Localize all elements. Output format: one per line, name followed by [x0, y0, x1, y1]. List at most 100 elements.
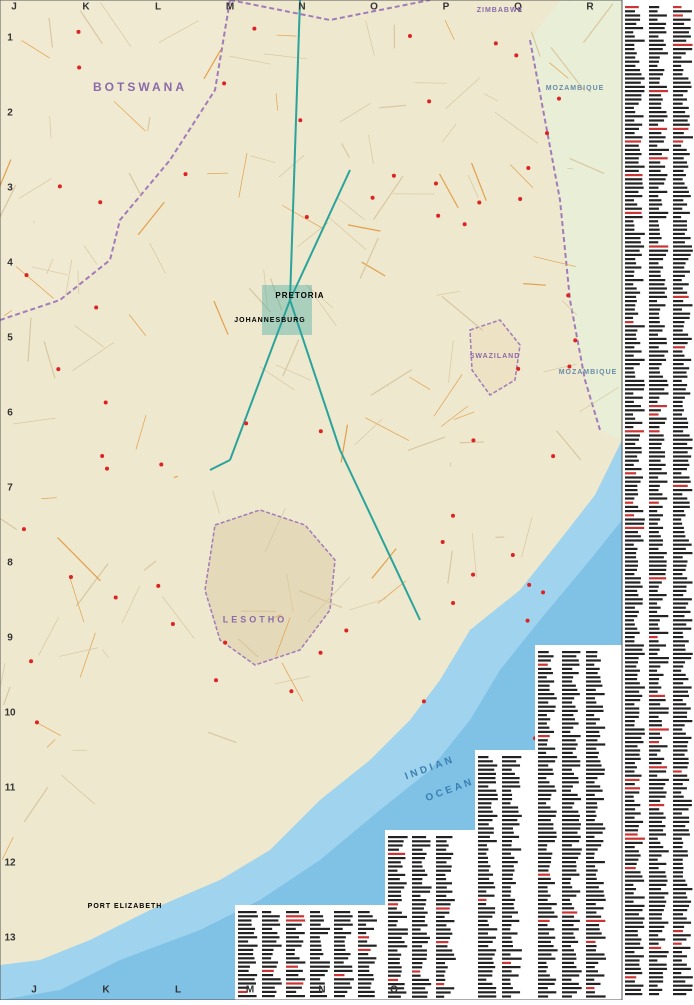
index-entry [625, 770, 634, 772]
index-entry [625, 346, 634, 348]
index-entry [625, 661, 638, 663]
index-entry [625, 455, 637, 457]
index-entry [649, 199, 661, 201]
index-entry [625, 40, 645, 42]
index-entry [388, 928, 408, 930]
index-entry [286, 915, 304, 917]
index-entry [649, 124, 658, 126]
row-label: 1 [7, 33, 13, 44]
index-entry [673, 695, 689, 697]
index-entry [649, 250, 668, 252]
index-entry [538, 697, 557, 699]
index-entry [334, 945, 345, 947]
index-entry [625, 649, 642, 651]
index-entry [625, 229, 634, 231]
index-entry [538, 886, 548, 888]
index-entry [478, 769, 494, 771]
index-entry [262, 932, 277, 934]
index-entry [238, 978, 255, 980]
index-entry [388, 886, 404, 888]
index-entry [673, 31, 689, 33]
index-entry [673, 859, 683, 861]
index-entry [649, 867, 659, 869]
index-entry [586, 790, 603, 792]
index-entry [502, 764, 520, 766]
index-entry [586, 882, 604, 884]
index-entry [673, 161, 687, 163]
index-entry [673, 712, 687, 714]
index-entry [673, 850, 688, 852]
index-entry [673, 892, 686, 894]
index-entry [262, 974, 273, 976]
index-entry [436, 857, 451, 859]
index-entry [649, 943, 659, 945]
index-entry [649, 695, 665, 697]
index-entry [238, 974, 257, 976]
index-entry [649, 380, 667, 382]
index-entry [538, 958, 555, 960]
index-entry [286, 924, 302, 926]
index-entry [625, 166, 645, 168]
index-entry [388, 958, 400, 960]
index-entry [649, 846, 663, 848]
index-entry [673, 552, 692, 554]
index-entry [562, 655, 576, 657]
index-entry [538, 853, 552, 855]
index-entry [649, 985, 658, 987]
index-entry [673, 338, 692, 340]
index-entry [649, 27, 665, 29]
index-entry [286, 966, 298, 968]
index-entry [673, 224, 687, 226]
index-entry [625, 355, 634, 357]
index-entry [538, 706, 556, 708]
index-entry [586, 722, 596, 724]
index-entry [625, 90, 644, 92]
index-entry [625, 720, 635, 722]
index-entry [673, 287, 683, 289]
place-label: ZIMBABWE [477, 7, 524, 14]
index-entry [562, 916, 574, 918]
index-entry [673, 544, 692, 546]
index-entry [625, 901, 634, 903]
index-entry [625, 502, 633, 504]
index-entry [673, 985, 693, 987]
index-entry [538, 882, 555, 884]
index-entry [538, 916, 558, 918]
town [77, 65, 81, 69]
index-entry [673, 128, 688, 130]
index-entry [673, 468, 687, 470]
index-entry [334, 957, 348, 959]
index-entry [358, 924, 366, 926]
index-entry [478, 895, 494, 897]
index-entry [673, 913, 683, 915]
index-entry [286, 970, 303, 972]
index-entry [538, 710, 555, 712]
row-label: 2 [7, 108, 13, 119]
index-entry [673, 728, 682, 730]
index-entry [625, 514, 634, 516]
index-entry [538, 911, 554, 913]
column-label: M [246, 985, 254, 996]
index-entry [412, 836, 426, 838]
index-entry [649, 174, 667, 176]
index-entry [673, 401, 683, 403]
index-entry [649, 720, 662, 722]
index-entry [625, 52, 637, 54]
index-entry [673, 754, 685, 756]
index-entry [412, 958, 427, 960]
index-entry [538, 668, 551, 670]
index-entry [649, 930, 662, 932]
index-entry [562, 937, 575, 939]
index-entry [412, 874, 427, 876]
row-label: 9 [7, 633, 13, 644]
index-entry [625, 766, 637, 768]
index-entry [562, 659, 579, 661]
index-entry [586, 907, 604, 909]
index-entry [478, 907, 495, 909]
index-entry [649, 808, 659, 810]
index-entry [649, 640, 659, 642]
index-entry [262, 924, 280, 926]
index-entry [625, 376, 635, 378]
index-entry [436, 861, 447, 863]
index-entry [562, 995, 572, 997]
